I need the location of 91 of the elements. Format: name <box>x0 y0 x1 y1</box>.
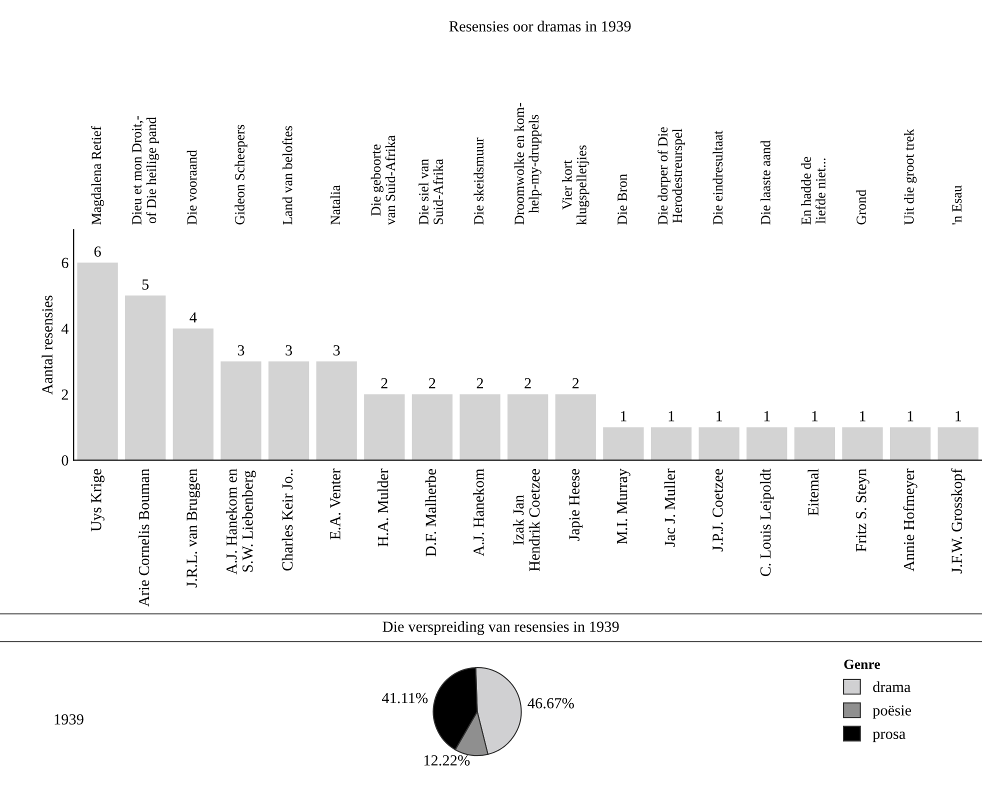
data-label: 6 <box>94 246 101 257</box>
x-tick-label: Annie Hofmeyer <box>903 468 918 572</box>
text: En hadde de liefde niet... <box>801 156 826 225</box>
data-label: 2 <box>429 378 436 388</box>
bar <box>412 394 453 460</box>
text: Die dorper of Die Herodestreurspel <box>658 127 685 225</box>
bar <box>364 394 405 460</box>
text: Land van beloftes <box>282 126 292 225</box>
x-tick-label: D.F. Malherbe <box>425 469 436 556</box>
x-tick-label: Eitemal <box>808 468 818 516</box>
bar <box>268 361 310 460</box>
text: Droomwolke en kom-help-my-druppels <box>514 102 542 225</box>
data-label: 1 <box>764 411 770 422</box>
chart-title: Die verspreiding van resensies in 1939 <box>382 621 619 636</box>
x-tick-label: Arie Cornelis Bouman <box>138 468 150 607</box>
data-label: 46.67% <box>528 698 574 708</box>
data-label: 3 <box>334 345 340 356</box>
data-label: 12.22% <box>424 755 470 766</box>
y-tick-label: 6 <box>62 258 68 268</box>
text: Gideon Scheepers <box>234 124 248 224</box>
text: Die Bron <box>618 174 627 225</box>
bar <box>460 394 500 460</box>
x-tick-label: Izak Jan Hendrik Coetzee <box>512 469 540 572</box>
data-label: 1 <box>668 411 674 422</box>
data-label: 3 <box>286 345 292 356</box>
y-tick-label: 2 <box>62 389 68 400</box>
text: Die geboorte van Suid-Afrika <box>370 135 396 226</box>
bar <box>125 296 166 460</box>
bar <box>77 262 118 460</box>
text: Vier kort klugspelletjies <box>562 145 590 225</box>
data-label: 1 <box>860 411 866 422</box>
bar <box>746 427 788 460</box>
bar <box>794 427 835 460</box>
bar <box>698 427 740 460</box>
bar <box>172 328 214 460</box>
text: Grond <box>856 190 866 224</box>
bar <box>938 427 978 460</box>
legend-label: poësie <box>872 705 912 719</box>
text: Magdalena Retief <box>91 126 104 225</box>
x-tick-label: Fritz S. Steyn <box>856 468 870 552</box>
x-tick-label: M.I. Murray <box>617 468 630 544</box>
text: Die vooraand <box>186 150 197 225</box>
y-tick-label: 4 <box>61 324 69 334</box>
x-tick-label: J.R.L. van Bruggen <box>186 468 200 588</box>
text: Dieu et mon Droit,-of Die heilige pand <box>132 116 160 225</box>
legend-label: drama <box>873 681 911 692</box>
legend-label: prosa <box>872 732 906 742</box>
text: Uit die groot trek <box>904 129 917 225</box>
x-tick-label: E.A. Venter <box>330 468 340 540</box>
data-label: 2 <box>572 378 579 388</box>
bar <box>890 427 931 460</box>
data-label: 2 <box>476 378 483 388</box>
x-tick-label: Jac J. Muller <box>664 468 676 547</box>
x-tick-label: A.J. Hanekom <box>473 468 484 556</box>
x-tick-label: Charles Keir Jo.. <box>282 469 293 571</box>
data-label: 3 <box>238 345 244 356</box>
bar <box>842 427 883 460</box>
data-label: 2 <box>381 378 388 388</box>
bar <box>650 427 692 460</box>
text: Natalia <box>330 185 340 225</box>
x-tick-label: Japie Heese <box>569 469 583 541</box>
text: Die eindresultaat <box>712 130 723 225</box>
text: Die siel van Suid-Afrika <box>418 158 443 225</box>
text: Die skeidsmuur <box>474 138 484 225</box>
data-label: 4 <box>190 312 197 322</box>
legend-title: Genre <box>844 660 880 670</box>
x-tick-label: C. Louis Leipoldt <box>760 468 774 576</box>
data-label: 1 <box>956 411 961 422</box>
chart-title: Resensies oor dramas in 1939 <box>449 20 631 32</box>
bar <box>508 394 548 460</box>
data-label: 5 <box>142 279 149 290</box>
data-label: 1 <box>716 411 722 422</box>
text: 'n Esau <box>952 185 962 224</box>
bar <box>555 394 596 460</box>
bar <box>316 361 357 460</box>
text: Die laaste aand <box>760 140 770 225</box>
x-tick-label: J.F.W. Grosskopf <box>951 468 966 574</box>
data-label: 1 <box>908 411 914 422</box>
text: 1939 <box>54 714 84 725</box>
data-label: 41.11% <box>382 692 428 704</box>
x-tick-label: H.A. Mulder <box>377 468 388 547</box>
x-tick-label: J.P.J. Coetzee <box>712 469 723 552</box>
x-tick-label: A.J. Hanekom en S.W. Liebenberg <box>226 468 256 574</box>
data-label: 1 <box>620 411 626 422</box>
x-tick-label: Uys Krige <box>91 469 104 532</box>
data-label: 1 <box>812 411 818 422</box>
y-axis-title: Aantal resensies <box>42 296 52 395</box>
y-tick-label: 0 <box>62 455 68 466</box>
bar <box>220 361 262 460</box>
data-label: 2 <box>524 378 531 388</box>
bar <box>603 427 644 460</box>
